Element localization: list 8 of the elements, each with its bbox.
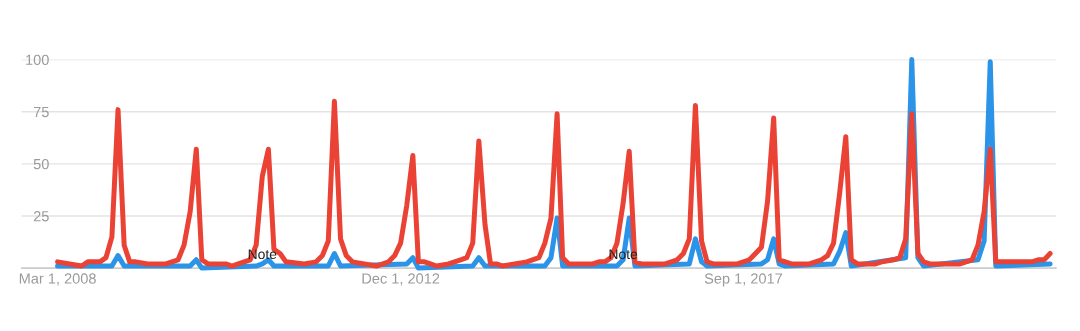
- x-tick-label: Mar 1, 2008: [19, 273, 96, 286]
- y-tick-label: 50: [33, 158, 49, 170]
- x-tick-label: Dec 1, 2012: [362, 273, 440, 286]
- y-tick-label: 75: [33, 106, 49, 118]
- y-tick-label: 25: [33, 211, 49, 222]
- y-tick-label: 100: [26, 54, 49, 66]
- x-tick-label: Sep 1, 2017: [704, 273, 783, 287]
- annotation: Note: [609, 249, 638, 260]
